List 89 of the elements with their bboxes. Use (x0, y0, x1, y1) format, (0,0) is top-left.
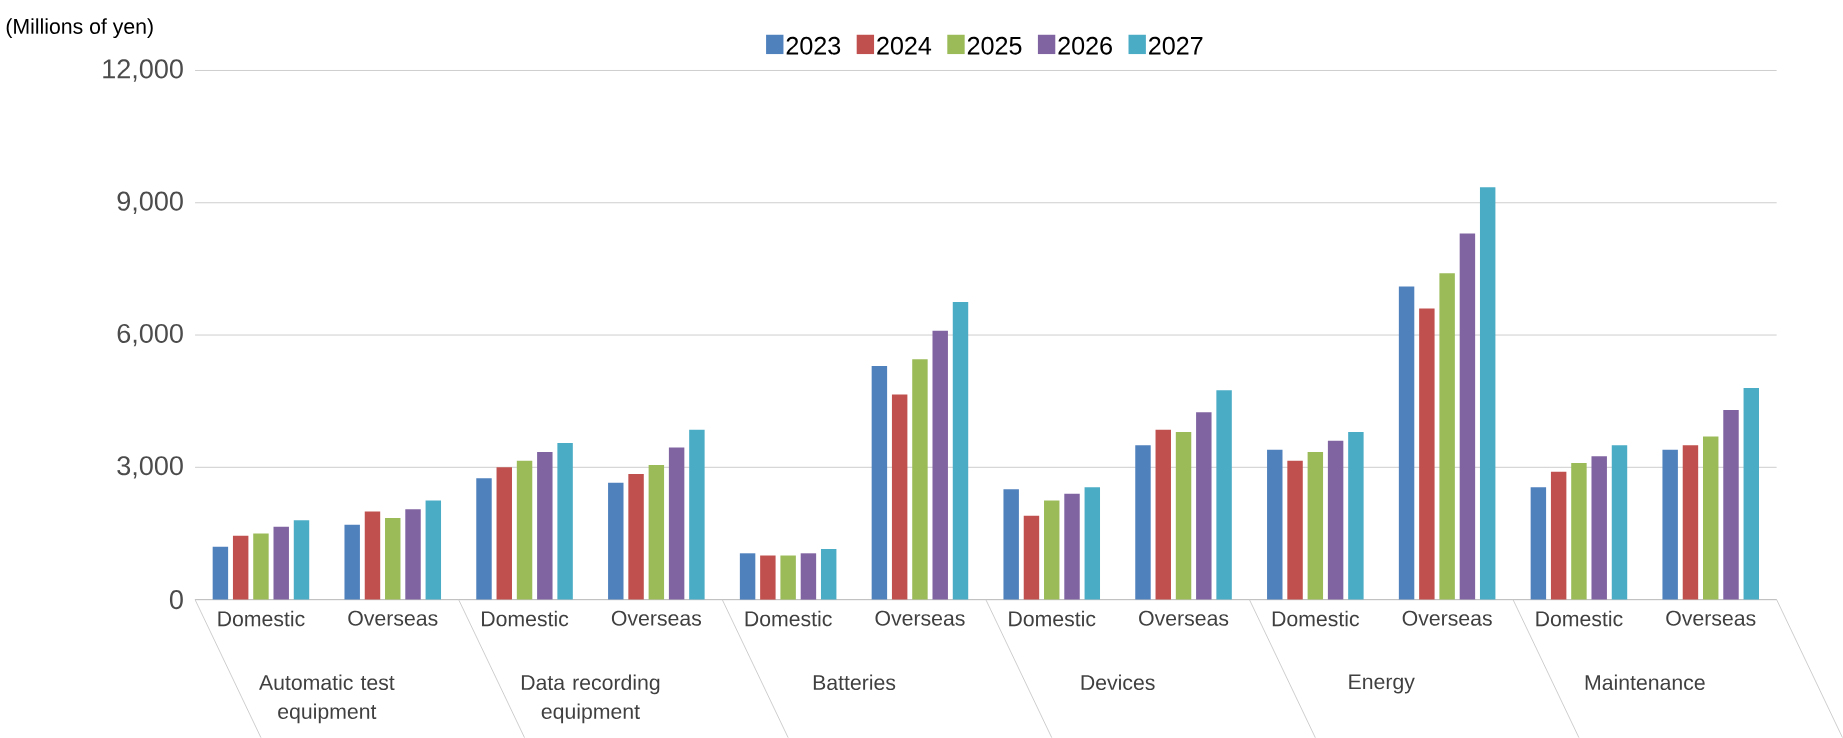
bar (1044, 500, 1060, 600)
text: Energy (1349, 674, 1415, 694)
legend-label: 2023 (786, 36, 841, 55)
bar (1175, 431, 1192, 600)
y-tick-label: 12,000 (103, 59, 183, 82)
bar (1216, 390, 1232, 600)
bar (1550, 471, 1567, 600)
bar (1155, 429, 1171, 600)
bar (516, 460, 533, 600)
bar (273, 526, 289, 600)
legend-label: 2027 (1149, 36, 1203, 55)
bar (1571, 462, 1587, 600)
bar (668, 447, 685, 600)
bar (760, 555, 776, 600)
bar (739, 553, 756, 600)
bar (1459, 233, 1476, 600)
bar (648, 465, 665, 600)
bar (1003, 489, 1019, 600)
x-tick-label: Overseas (611, 610, 702, 626)
y-tick-label: 3,000 (117, 456, 183, 479)
bar (1327, 440, 1344, 600)
bar (1287, 460, 1303, 600)
bar (1703, 436, 1719, 600)
bar (557, 442, 573, 600)
x-tick-label: Domestic (745, 610, 832, 627)
x-tick-label: Domestic (218, 610, 305, 627)
x-tick-label: Overseas (1139, 610, 1229, 626)
bar (932, 330, 948, 600)
x-tick-label: Overseas (1666, 610, 1756, 626)
bar (1479, 187, 1496, 600)
bar (1307, 451, 1324, 600)
bar (1723, 409, 1739, 600)
bar (1196, 412, 1212, 600)
text: Data recording equipment (521, 674, 660, 724)
bar (1398, 286, 1415, 600)
bar (1611, 445, 1628, 600)
bar (891, 394, 908, 600)
bar (912, 359, 928, 600)
bar (537, 451, 553, 600)
x-tick-label: Overseas (1402, 610, 1492, 626)
bar (232, 535, 249, 600)
bar (1084, 487, 1101, 600)
x-tick-label: Overseas (348, 610, 438, 626)
bar (1439, 273, 1455, 600)
x-tick-label: Domestic (1536, 610, 1623, 627)
bar (293, 520, 310, 600)
x-tick-label: Domestic (1009, 610, 1096, 627)
bar (1267, 449, 1283, 600)
bar (1682, 445, 1699, 600)
bar (385, 517, 401, 600)
bar (780, 555, 796, 600)
bar (1743, 387, 1759, 600)
x-tick-label: Domestic (1272, 610, 1360, 627)
bar (689, 429, 705, 600)
y-tick-label: 9,000 (117, 191, 183, 214)
bar (405, 509, 421, 600)
text: Automatic test equipment (259, 674, 395, 724)
legend-label: 2026 (1058, 36, 1112, 55)
bar (1348, 431, 1364, 600)
bar (212, 546, 229, 600)
bar (1135, 445, 1151, 600)
bar (364, 511, 381, 600)
bar (1419, 308, 1435, 600)
y-axis-title: (Millions of yen) (6, 18, 153, 39)
x-tick-label: Overseas (875, 610, 965, 626)
bar (628, 473, 644, 600)
bar (1023, 515, 1040, 600)
bar (253, 533, 269, 600)
x-tick-label: Domestic (482, 610, 569, 627)
bar (952, 301, 969, 600)
bar (871, 365, 888, 600)
bar (1662, 449, 1678, 600)
bar (800, 553, 817, 600)
legend-label: 2025 (967, 36, 1022, 55)
text: Maintenance (1585, 674, 1705, 690)
y-tick-label: 6,000 (117, 323, 183, 347)
bar (425, 500, 442, 600)
bar (1591, 456, 1607, 600)
text: Devices (1081, 674, 1155, 690)
y-tick-label: 0 (169, 589, 183, 610)
legend-label: 2024 (877, 36, 932, 55)
bar (1064, 493, 1080, 600)
bar (820, 548, 837, 600)
bar (496, 467, 512, 600)
bar (608, 482, 624, 600)
bar (476, 478, 492, 600)
text: Batteries (813, 674, 896, 690)
bar (344, 524, 360, 600)
bar (1530, 487, 1547, 600)
